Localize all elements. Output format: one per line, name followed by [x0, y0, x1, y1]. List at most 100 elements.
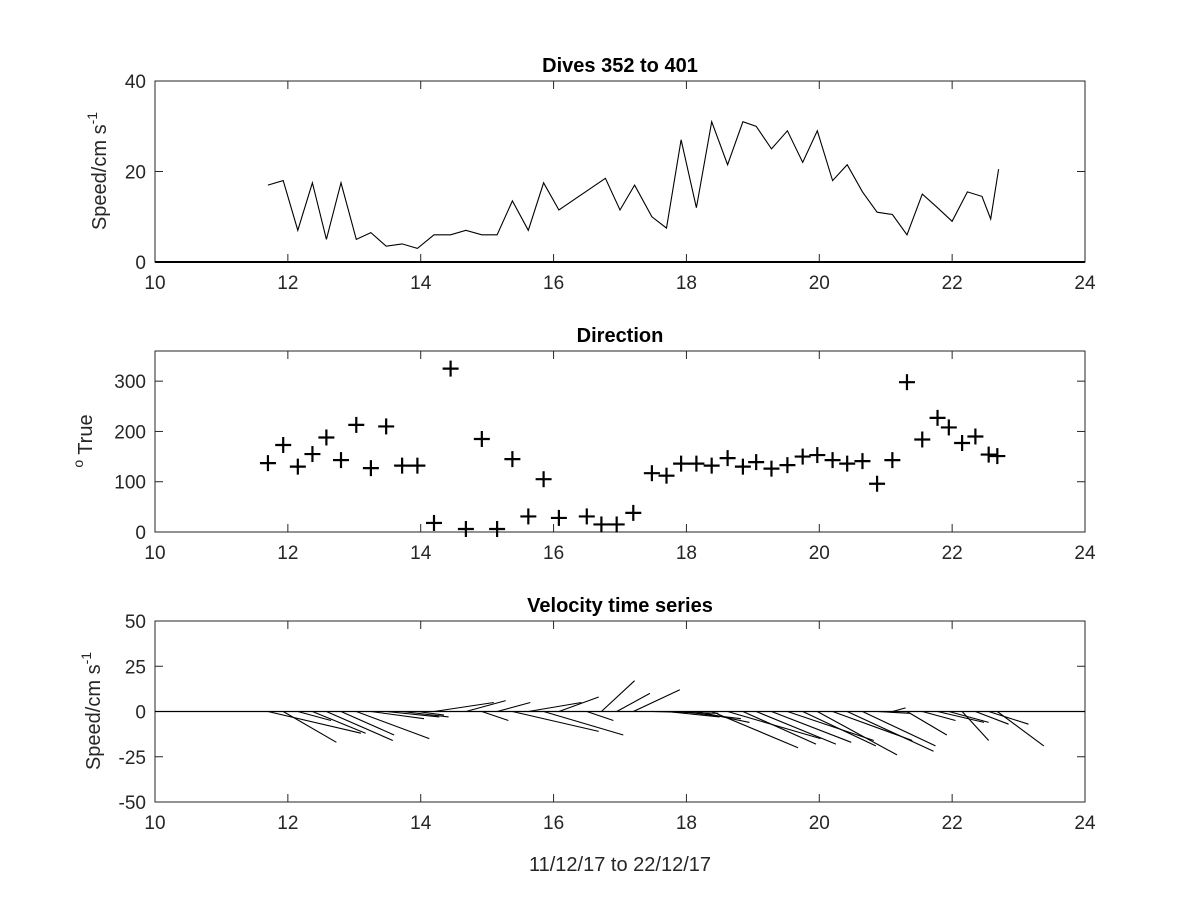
direction-point: [593, 516, 610, 533]
y-tick-label: 25: [125, 657, 146, 678]
y-tick-label: 0: [135, 703, 146, 724]
velocity-stick: [988, 710, 1029, 725]
panel-speed-yticks: 0 20 40: [125, 72, 1085, 274]
direction-point: [954, 435, 971, 452]
velocity-stick: [601, 680, 635, 712]
y-tick-label: 20: [125, 163, 146, 184]
direction-point: [348, 416, 365, 433]
velocity-stick: [433, 701, 494, 713]
panel-velocity-yticks: -50 -25 0 25 50: [119, 612, 1085, 814]
velocity-stick: [282, 711, 337, 743]
direction-point: [989, 448, 1006, 465]
direction-point: [824, 452, 841, 469]
x-tick-label: 24: [1074, 543, 1096, 564]
panel-direction-axes-box: [154, 350, 1086, 533]
velocity-stick: [512, 710, 599, 732]
velocity-stick: [817, 711, 898, 756]
speed-series-line: [267, 119, 1000, 250]
direction-point: [275, 437, 292, 454]
direction-point: [608, 516, 625, 533]
direction-point: [980, 446, 997, 463]
direction-point: [426, 514, 442, 531]
direction-point: [625, 504, 642, 521]
x-tick-label: 16: [543, 543, 564, 564]
x-tick-label: 20: [809, 543, 830, 564]
velocity-stick: [386, 710, 440, 718]
velocity-stick: [326, 710, 394, 742]
direction-point: [734, 458, 751, 475]
direction-point: [333, 452, 349, 469]
velocity-stick: [711, 710, 799, 749]
velocity-stick: [787, 710, 874, 742]
direction-point: [409, 457, 426, 474]
x-tick-label: 18: [676, 813, 697, 834]
direction-point: [520, 508, 537, 525]
x-tick-label: 16: [543, 273, 564, 294]
x-tick-label: 18: [676, 543, 697, 564]
direction-point: [362, 460, 379, 477]
direction-point: [703, 457, 720, 474]
direction-point: [673, 455, 690, 472]
velocity-stick: [802, 711, 877, 747]
velocity-stick: [340, 710, 395, 736]
panel-velocity-plot: [155, 680, 1085, 756]
panel-velocity-ylabel-main: Speed/cm s: [83, 664, 105, 770]
velocity-stick: [755, 710, 837, 745]
velocity-stick: [937, 710, 985, 723]
velocity-stick: [481, 710, 509, 722]
direction-point: [763, 460, 780, 477]
y-tick-label: 40: [125, 72, 146, 93]
velocity-stick: [633, 689, 681, 712]
panel-direction: Direction o True 10 12 14 16 18 20 22 24 0 100 200…: [70, 325, 1096, 564]
velocity-stick: [742, 710, 817, 745]
x-tick-label: 24: [1074, 813, 1096, 834]
x-tick-label: 10: [144, 543, 165, 564]
x-tick-label: 18: [676, 273, 697, 294]
velocity-stick: [297, 710, 332, 722]
direction-point: [967, 428, 984, 445]
panel-velocity-ylabel: Speed/cm s-1: [78, 652, 105, 770]
y-tick-label: 0: [135, 523, 146, 544]
direction-point: [535, 471, 552, 488]
panel-speed-ylabel-sup: -1: [84, 112, 100, 125]
direction-point: [748, 454, 765, 471]
velocity-stick: [948, 710, 989, 723]
velocity-stick: [681, 710, 741, 720]
panel-direction-plot: [259, 360, 1006, 537]
panel-velocity: Velocity time series Speed/cm s-1 11/12/…: [78, 595, 1096, 876]
panel-velocity-xlabel: 11/12/17 to 22/12/17: [529, 854, 711, 876]
panel-speed-ylabel-main: Speed/cm s: [89, 124, 111, 230]
direction-point: [809, 447, 826, 464]
panel-speed-xticks: 10 12 14 16 18 20 22 24: [144, 81, 1096, 294]
velocity-stick: [906, 711, 948, 736]
direction-point: [643, 465, 660, 482]
panel-velocity-ylabel-sup: -1: [78, 652, 94, 665]
direction-point: [489, 520, 506, 537]
x-tick-label: 22: [942, 273, 963, 294]
panel-speed-axes-box: [154, 80, 1086, 263]
x-tick-label: 22: [942, 813, 963, 834]
velocity-stick: [877, 710, 911, 714]
y-tick-label: 0: [135, 253, 146, 274]
panel-speed: Dives 352 to 401 Speed/cm s-1 10 12 14 16 18…: [84, 55, 1096, 294]
velocity-stick: [922, 710, 956, 722]
direction-point: [504, 451, 521, 468]
x-tick-label: 16: [543, 813, 564, 834]
panel-direction-yticks: 0 100 200 300: [114, 372, 1085, 544]
x-tick-label: 22: [942, 543, 963, 564]
x-tick-label: 12: [277, 543, 298, 564]
direction-point: [658, 467, 675, 484]
velocity-stick: [586, 710, 614, 722]
velocity-stick: [696, 710, 750, 723]
velocity-stick: [370, 710, 425, 720]
direction-point: [929, 409, 946, 426]
velocity-stick: [616, 692, 651, 712]
velocity-stick: [356, 710, 430, 740]
panel-direction-ylabel: o True: [70, 414, 97, 467]
direction-point: [473, 430, 490, 447]
x-tick-label: 12: [277, 813, 298, 834]
direction-point: [719, 450, 736, 467]
x-tick-label: 20: [809, 813, 830, 834]
direction-point: [854, 453, 871, 470]
